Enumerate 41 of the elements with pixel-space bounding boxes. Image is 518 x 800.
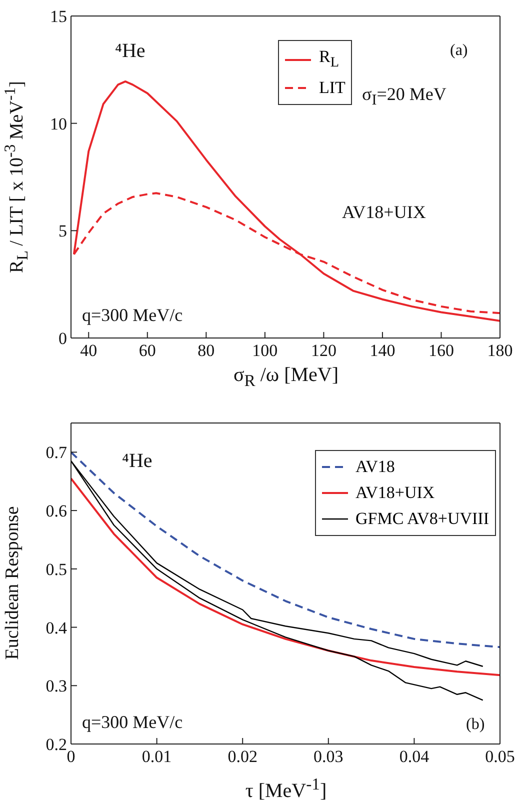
x-tick-label: 0.04	[399, 747, 430, 766]
x-tick-label: 120	[310, 341, 336, 360]
annotation: (a)	[450, 42, 468, 60]
legend-label: GFMC AV8+UVIII	[356, 508, 489, 530]
y-tick-label: 0.6	[46, 502, 67, 521]
y-tick-label: 0.5	[46, 560, 67, 579]
y-tick-label: 0.7	[46, 443, 68, 462]
x-axis-title: τ [MeV$^{-1}$]	[245, 774, 327, 800]
y-tick-label: 0	[58, 329, 67, 348]
annotation: ⁴He	[115, 40, 146, 63]
x-tick-label: 140	[370, 341, 396, 360]
y-tick-label: 0.2	[46, 735, 67, 754]
y-tick-label: 10	[50, 114, 67, 134]
annotation: q=300 MeV/c	[82, 712, 183, 733]
y-tick-label: 5	[58, 222, 67, 241]
x-tick-label: 60	[138, 341, 156, 360]
x-tick-label: 40	[80, 341, 98, 360]
x-tick-label: 160	[428, 341, 454, 360]
legend-label: LIT	[319, 77, 346, 100]
y-tick-label: 15	[50, 7, 67, 26]
x-tick-label: 100	[252, 341, 278, 360]
x-tick-label: 0.01	[142, 747, 172, 766]
annotation: ⁴He	[122, 450, 152, 473]
line-series	[71, 451, 500, 648]
x-tick-label: 0.03	[314, 747, 344, 766]
x-tick-label: 80	[198, 341, 215, 360]
x-tick-label: 0.02	[228, 747, 258, 766]
y-tick-label: 0.4	[46, 618, 68, 638]
x-tick-label: 180	[487, 341, 513, 360]
annotation: q=300 MeV/c	[82, 305, 183, 326]
line-series	[71, 477, 500, 676]
annotation: AV18+UIX	[342, 202, 426, 223]
legend-label: AV18	[356, 456, 395, 478]
legend-label: R$_{L}$	[319, 46, 339, 72]
x-axis-title: σ$_{R}$ /ω [MeV]	[233, 364, 339, 390]
y-tick-label: 0.3	[46, 676, 67, 696]
annotation: σ$_{I}$=20 MeV	[362, 84, 446, 110]
annotation: (b)	[466, 716, 485, 734]
x-tick-label: 0.05	[485, 747, 515, 766]
y-axis-title: Euclidean Response	[2, 506, 23, 660]
legend-label: AV18+UIX	[356, 482, 435, 504]
